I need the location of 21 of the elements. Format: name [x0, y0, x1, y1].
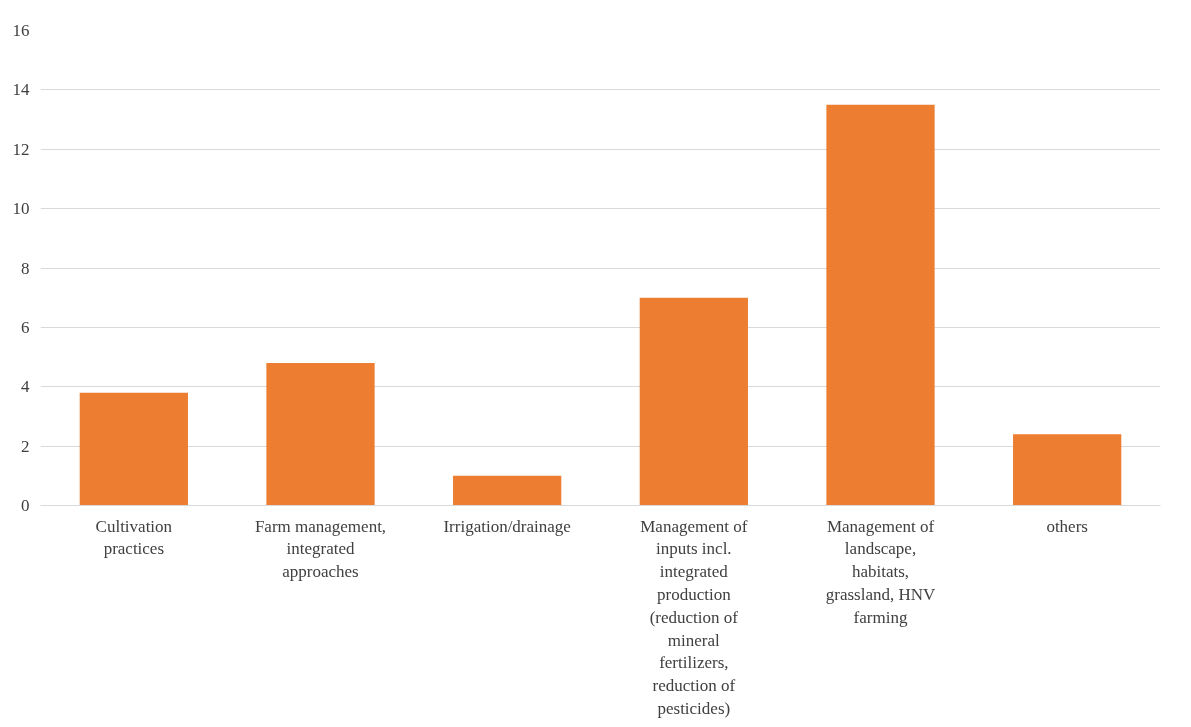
y-tick-label: 2	[21, 436, 30, 456]
bar	[1013, 434, 1122, 506]
y-tick-label: 14	[12, 80, 30, 100]
y-tick-label: 4	[21, 377, 30, 397]
bar	[453, 475, 562, 506]
x-tick-label: others	[1046, 516, 1088, 536]
x-tick-label: Management of landscape, habitats, grassland, HNV farming	[825, 516, 936, 627]
x-tick-label: Cultivation practices	[95, 516, 173, 559]
bar	[639, 297, 748, 506]
y-tick-label: 6	[21, 317, 30, 337]
category-label: Management of inputs incl. integrated production (reduction of mineral fertilizers, reduction of pesticides)	[640, 516, 748, 718]
bar	[79, 392, 188, 506]
y-tick-label: 8	[21, 258, 30, 278]
x-tick-label: Farm management, integrated approaches	[254, 516, 387, 582]
bar	[266, 363, 375, 506]
y-tick-label: 0	[21, 496, 30, 515]
y-tick-label: 10	[12, 199, 30, 219]
bar	[826, 104, 935, 506]
y-tick-label: 12	[12, 139, 30, 159]
y-tick-label: 16	[12, 21, 30, 40]
x-tick-label: Irrigation/drainage	[443, 516, 571, 536]
